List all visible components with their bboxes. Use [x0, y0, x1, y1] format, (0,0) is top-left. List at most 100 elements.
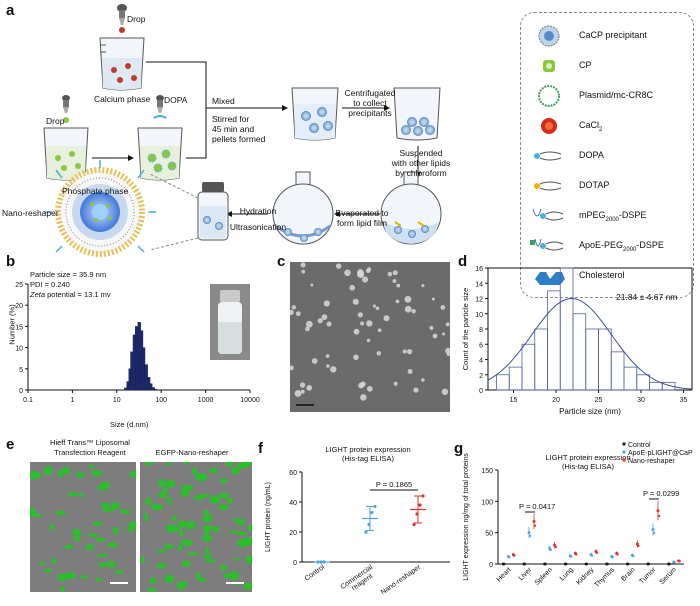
cholesterol-icon	[535, 272, 565, 285]
chart-f-ytick-label: 40	[289, 500, 297, 507]
gfp-cell	[204, 529, 210, 535]
dopa-beaker-icon	[137, 127, 183, 181]
chart-b-bar	[154, 389, 158, 391]
chart-g-category-label: Heart	[496, 566, 513, 583]
centrifugated-line-1: Centrifugated	[344, 88, 396, 98]
drop-top-label: Drop	[127, 14, 146, 24]
mixed-step-line-1: Mixed	[212, 96, 235, 106]
phosphate-phase-label: Phosphate phase	[62, 186, 129, 196]
gfp-cell	[204, 509, 210, 518]
chart-d-ytick-label: 8	[479, 327, 483, 334]
chart-b-ytick-label: 10	[15, 346, 23, 353]
gfp-cell	[157, 492, 168, 498]
chart-g-point	[590, 554, 594, 557]
chart-g-subtitle: (His-tag ELISA)	[562, 462, 615, 471]
chart-g-point	[528, 534, 532, 537]
mixed-beaker-icon	[291, 87, 339, 141]
tem-particle	[421, 378, 425, 382]
chart-d-bar	[547, 290, 561, 391]
gfp-cell	[205, 546, 210, 555]
gfp-cell	[186, 520, 196, 530]
chart-g-annotation: P = 0.0299	[643, 489, 679, 498]
chart-g-point	[544, 562, 547, 566]
gfp-cell	[183, 462, 191, 465]
panel-e-title-left-2: Transfection Reagent	[54, 448, 126, 457]
chart-g-point	[668, 562, 671, 566]
gfp-cell	[60, 585, 65, 592]
gfp-cell	[107, 542, 119, 548]
gfp-cell	[237, 462, 249, 469]
chart-g-point	[527, 531, 531, 535]
panel-label-a: a	[6, 2, 15, 19]
gfp-cell	[181, 539, 193, 547]
chart-d-xtick-label: 20	[552, 397, 560, 404]
calcium-beaker-icon	[99, 37, 145, 91]
gfp-cell	[156, 562, 166, 569]
chart-g-point	[513, 554, 516, 557]
dopa-icon	[534, 151, 562, 161]
chart-d-xtick-label: 30	[637, 397, 645, 404]
chart-d-xlabel: Particle size (nm)	[559, 407, 621, 416]
gfp-cell	[171, 515, 177, 522]
gfp-cell	[178, 544, 183, 552]
tem-particle	[441, 332, 446, 336]
gfp-cell	[209, 495, 221, 504]
chart-g-point	[595, 551, 599, 554]
gfp-cell	[143, 462, 154, 466]
light-protein-chart: LIGHT protein expression(His-tag ELISA) 0…	[265, 445, 450, 596]
chart-d-bar	[521, 343, 536, 391]
dropper-calcium-icon	[117, 4, 127, 33]
chart-b-xlabel: Size (d.nm)	[110, 420, 149, 429]
gfp-cell	[120, 509, 130, 515]
gfp-cell	[164, 574, 175, 583]
chart-g-category-label: Lung	[559, 566, 575, 582]
chart-g-legend-marker	[622, 450, 626, 454]
chart-g-point	[565, 562, 568, 566]
tem-particle	[353, 354, 359, 361]
chart-g-point	[606, 562, 609, 566]
gfp-cell	[236, 531, 247, 536]
gfp-cell	[96, 553, 109, 557]
apoe-peg-dspe-icon	[530, 238, 564, 251]
dropper-phosphate-icon	[62, 95, 70, 123]
gfp-cell	[178, 529, 184, 537]
tem-particle	[301, 269, 306, 274]
chart-f-point	[370, 510, 374, 515]
chart-d-bar	[534, 328, 548, 391]
gfp-cell	[178, 522, 186, 528]
chart-g-point	[673, 561, 676, 564]
phosphate-beaker-icon	[43, 127, 89, 181]
gfp-cell	[248, 555, 252, 565]
chart-d-ytick-label: 4	[479, 358, 483, 365]
chart-b-bar	[149, 383, 153, 391]
chart-f-point	[316, 560, 320, 564]
tem-particle	[407, 369, 413, 375]
chart-g-point	[611, 556, 614, 559]
tem-particle	[392, 279, 397, 283]
suspended-line-1: Suspended	[399, 148, 443, 158]
tem-particle	[383, 315, 390, 322]
chart-f-annotation: P = 0.1865	[376, 480, 412, 489]
plasmid-icon	[538, 85, 560, 107]
tem-particle	[376, 351, 382, 356]
chart-g-ytick-label: 50	[485, 531, 493, 538]
tem-particle	[421, 284, 425, 288]
particle-size-text: Particle size = 35.9 nm	[30, 270, 107, 279]
dropper-dopa-icon	[153, 95, 167, 119]
chart-f-point	[412, 522, 416, 527]
evaporated-line-2: form lipid film	[336, 218, 388, 228]
tem-particle	[290, 309, 294, 316]
tem-particle	[323, 300, 330, 307]
tem-particle	[375, 306, 380, 311]
panel-label-g: g	[454, 440, 464, 457]
tem-particle	[321, 314, 328, 320]
panel-label-b: b	[6, 253, 16, 270]
tem-particle	[353, 328, 360, 335]
gfp-cell	[220, 564, 227, 572]
tem-particle	[330, 366, 337, 373]
chart-b-xtick-label: 1	[70, 397, 74, 404]
tem-particle	[366, 320, 373, 327]
gfp-cell	[128, 521, 136, 529]
chart-d-bar	[572, 313, 587, 391]
tem-image	[290, 262, 450, 412]
